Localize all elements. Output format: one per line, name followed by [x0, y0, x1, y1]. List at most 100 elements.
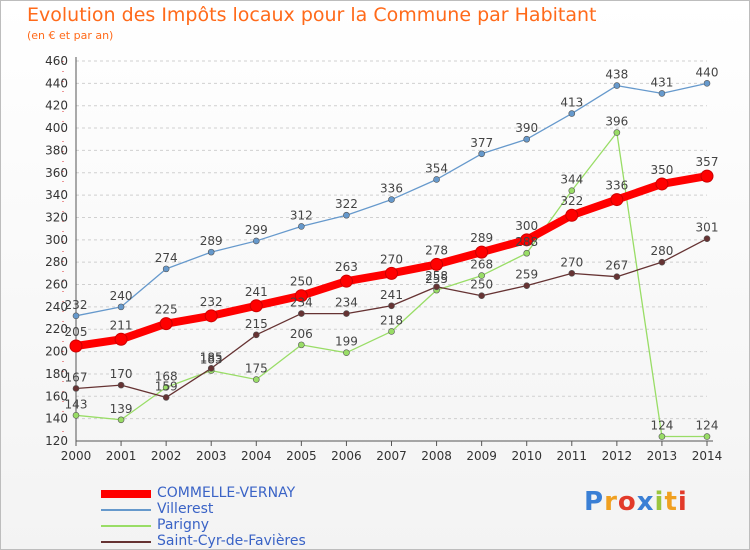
logo-letter: i: [677, 487, 688, 517]
logo-letter: x: [636, 487, 655, 517]
legend-label: Saint-Cyr-de-Favières: [157, 533, 306, 549]
data-label: 263: [335, 260, 358, 274]
data-point: [478, 150, 485, 158]
data-point: [207, 248, 215, 256]
y-tick-label: 200: [45, 345, 68, 359]
data-point: [610, 193, 624, 207]
legend-label: Villerest: [157, 501, 214, 517]
data-label: 199: [335, 335, 358, 349]
data-point: [658, 258, 666, 266]
data-label: 241: [245, 285, 268, 299]
data-point: [613, 129, 621, 136]
x-tick-label: 2013: [647, 449, 678, 463]
data-label: 170: [110, 367, 133, 381]
data-point: [72, 312, 80, 320]
data-label: 322: [560, 194, 583, 208]
data-point: [700, 169, 714, 183]
data-point: [252, 331, 260, 339]
logo-letter: t: [664, 487, 678, 517]
chart-title: Evolution des Impôts locaux pour la Comm…: [27, 4, 597, 26]
data-point: [114, 332, 128, 346]
data-point: [655, 177, 669, 191]
data-labels: 232 240 274 289 299 312 322 336 354 377 390 413 438 4…: [65, 65, 719, 432]
x-tick-label: 2002: [151, 449, 182, 463]
data-label: 215: [245, 317, 268, 331]
data-point: [523, 282, 531, 289]
data-label: 350: [650, 163, 673, 177]
data-point: [388, 196, 395, 203]
data-label: 289: [200, 234, 223, 248]
data-label: 167: [65, 370, 88, 384]
data-label: 289: [470, 231, 493, 245]
data-point: [703, 433, 711, 440]
x-tick-label: 2007: [376, 449, 407, 463]
data-label: 234: [290, 296, 313, 310]
data-point: [520, 233, 534, 247]
data-point: [162, 394, 170, 401]
data-point: [343, 349, 350, 357]
data-label: 250: [470, 278, 493, 292]
series-saint-cyr-de-favieres: [72, 235, 711, 401]
data-point: [385, 266, 398, 280]
data-point: [658, 90, 666, 97]
data-point: [523, 249, 531, 257]
data-point: [159, 317, 173, 331]
grid: [62, 60, 707, 441]
y-tick-label: 220: [45, 322, 68, 336]
data-point: [388, 328, 395, 335]
data-point: [523, 135, 531, 143]
data-label: 312: [290, 208, 313, 222]
data-label: 396: [605, 115, 628, 129]
data-label: 274: [155, 251, 178, 265]
data-point: [72, 385, 80, 392]
legend-swatch: [101, 525, 151, 527]
chart-subtitle: (en € et par an): [27, 29, 114, 42]
data-label: 336: [380, 182, 403, 196]
data-label: 205: [65, 325, 88, 339]
legend-swatch: [101, 490, 151, 498]
data-label: 413: [560, 96, 583, 110]
data-point: [204, 309, 218, 323]
data-label: 159: [155, 379, 178, 393]
data-label: 211: [110, 318, 133, 332]
legend-swatch: [101, 541, 151, 543]
data-label: 301: [696, 221, 719, 235]
logo-letter: i: [654, 487, 665, 517]
data-label: 270: [380, 252, 403, 266]
proxiti-logo: Proxiti: [584, 487, 688, 517]
y-tick-label: 420: [45, 99, 68, 113]
x-tick-label: 2014: [692, 449, 723, 463]
data-point: [117, 303, 125, 311]
x-tick-label: 2006: [331, 449, 362, 463]
data-label: 139: [110, 402, 133, 416]
data-label: 336: [605, 179, 628, 193]
logo-letter: o: [617, 487, 637, 517]
data-label: 206: [290, 327, 313, 341]
data-label: 299: [245, 223, 268, 237]
data-point: [117, 416, 125, 424]
data-label: 259: [515, 268, 538, 282]
data-point: [343, 211, 350, 219]
x-tick-label: 2004: [241, 449, 272, 463]
data-point: [613, 273, 621, 281]
data-label: 183: [200, 353, 223, 367]
data-label: 143: [65, 397, 88, 411]
y-tick-label: 460: [45, 54, 68, 68]
y-tick-label: 380: [45, 143, 68, 157]
x-tick-label: 2000: [61, 449, 92, 463]
data-label: 218: [380, 313, 403, 327]
data-point: [252, 376, 260, 383]
data-label: 377: [470, 136, 493, 150]
y-tick-label: 340: [45, 188, 68, 202]
data-label: 431: [650, 75, 673, 89]
data-point: [478, 292, 485, 300]
y-tick-label: 280: [45, 255, 68, 269]
data-point: [703, 80, 711, 87]
data-point: [252, 237, 260, 245]
data-label: 288: [515, 235, 538, 249]
legend-swatch: [101, 509, 151, 511]
data-label: 278: [425, 243, 448, 257]
data-label: 280: [650, 244, 673, 258]
x-tick-label: 2001: [106, 449, 137, 463]
x-tick-label: 2011: [557, 449, 588, 463]
